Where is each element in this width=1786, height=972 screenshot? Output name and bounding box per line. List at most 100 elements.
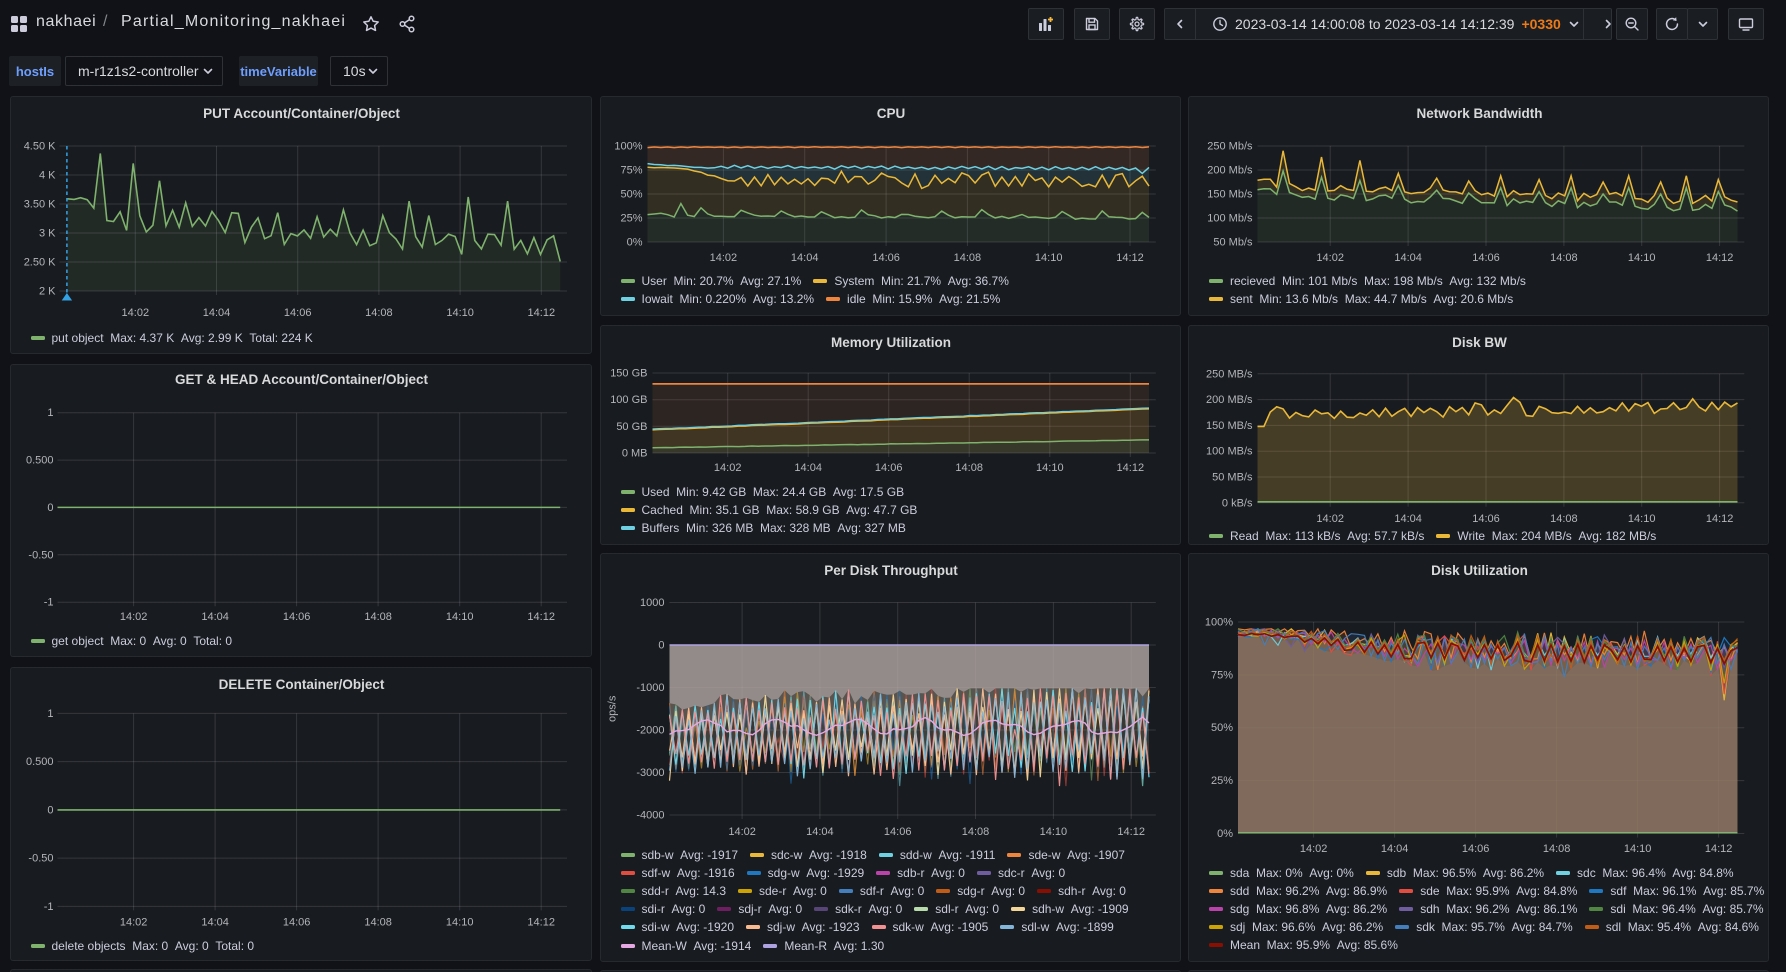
svg-text:ops/s: ops/s [606,695,618,722]
svg-text:75%: 75% [1211,669,1233,681]
svg-text:0.500: 0.500 [25,455,53,467]
svg-text:14:10: 14:10 [1624,843,1652,855]
svg-text:14:08: 14:08 [953,252,981,264]
svg-text:14:08: 14:08 [1550,513,1578,525]
svg-text:50%: 50% [620,189,642,201]
svg-text:14:02: 14:02 [119,611,147,623]
svg-text:1: 1 [47,407,53,419]
svg-text:14:06: 14:06 [282,916,310,928]
svg-text:50%: 50% [1211,722,1233,734]
svg-text:14:08: 14:08 [1543,843,1571,855]
svg-text:50 Mb/s: 50 Mb/s [1213,237,1253,249]
svg-text:3.50 K: 3.50 K [23,199,55,211]
svg-text:0: 0 [47,804,53,816]
svg-text:1: 1 [47,707,53,719]
svg-text:-4000: -4000 [636,810,664,822]
svg-text:200 MB/s: 200 MB/s [1206,394,1253,406]
svg-text:14:04: 14:04 [201,611,229,623]
svg-text:0.500: 0.500 [25,756,53,768]
svg-text:100 Mb/s: 100 Mb/s [1207,213,1253,225]
svg-text:14:06: 14:06 [1472,252,1500,264]
svg-text:-0.50: -0.50 [28,852,53,864]
svg-text:14:02: 14:02 [709,252,737,264]
svg-text:14:04: 14:04 [1394,513,1422,525]
svg-text:-1: -1 [43,597,53,609]
svg-text:14:06: 14:06 [883,826,911,838]
svg-text:14:06: 14:06 [283,307,311,319]
svg-text:14:12: 14:12 [1705,843,1733,855]
svg-text:14:10: 14:10 [445,611,473,623]
svg-text:1000: 1000 [640,597,664,609]
svg-text:14:06: 14:06 [282,611,310,623]
svg-text:14:06: 14:06 [872,252,900,264]
svg-text:14:10: 14:10 [1628,513,1656,525]
svg-text:25%: 25% [620,213,642,225]
svg-text:14:04: 14:04 [1394,252,1422,264]
svg-text:14:10: 14:10 [1039,826,1067,838]
svg-text:14:08: 14:08 [364,916,392,928]
svg-text:-1000: -1000 [636,682,664,694]
svg-text:14:10: 14:10 [446,307,474,319]
svg-text:14:02: 14:02 [728,826,756,838]
svg-text:14:04: 14:04 [1381,843,1409,855]
svg-text:0 MB: 0 MB [621,448,647,460]
svg-text:14:12: 14:12 [1116,252,1144,264]
svg-text:14:12: 14:12 [1706,513,1734,525]
svg-text:14:06: 14:06 [1462,843,1490,855]
svg-text:0%: 0% [626,237,642,249]
svg-text:50 GB: 50 GB [616,421,647,433]
svg-text:-1: -1 [43,900,53,912]
svg-text:250 MB/s: 250 MB/s [1206,368,1253,380]
svg-text:14:12: 14:12 [527,307,555,319]
svg-text:14:10: 14:10 [1034,252,1062,264]
svg-text:50 MB/s: 50 MB/s [1212,472,1253,484]
svg-text:150 Mb/s: 150 Mb/s [1207,189,1253,201]
svg-text:150 MB/s: 150 MB/s [1206,420,1253,432]
svg-text:14:02: 14:02 [713,462,741,474]
svg-text:14:10: 14:10 [1628,252,1656,264]
svg-text:14:04: 14:04 [201,916,229,928]
svg-text:100%: 100% [1205,617,1233,629]
svg-text:14:04: 14:04 [794,462,822,474]
svg-text:14:02: 14:02 [1316,252,1344,264]
svg-text:14:02: 14:02 [1316,513,1344,525]
svg-text:-2000: -2000 [636,725,664,737]
svg-text:14:02: 14:02 [119,916,147,928]
svg-text:3 K: 3 K [38,228,55,240]
svg-text:75%: 75% [620,165,642,177]
svg-text:100 GB: 100 GB [610,394,647,406]
svg-text:14:12: 14:12 [527,611,555,623]
svg-text:2 K: 2 K [38,286,55,298]
svg-text:0: 0 [47,502,53,514]
svg-text:14:10: 14:10 [445,916,473,928]
svg-text:14:08: 14:08 [365,307,393,319]
svg-text:200 Mb/s: 200 Mb/s [1207,165,1253,177]
svg-text:14:08: 14:08 [961,826,989,838]
svg-text:14:12: 14:12 [527,916,555,928]
svg-text:14:08: 14:08 [364,611,392,623]
svg-text:0: 0 [658,640,664,652]
svg-text:14:12: 14:12 [1117,826,1145,838]
svg-text:100%: 100% [614,141,642,153]
svg-text:150 GB: 150 GB [610,368,647,380]
svg-text:25%: 25% [1211,775,1233,787]
svg-text:14:12: 14:12 [1116,462,1144,474]
svg-text:14:04: 14:04 [790,252,818,264]
svg-text:100 MB/s: 100 MB/s [1206,446,1253,458]
svg-text:2.50 K: 2.50 K [23,257,55,269]
svg-text:14:02: 14:02 [1300,843,1328,855]
svg-text:4.50 K: 4.50 K [23,141,55,153]
svg-text:14:06: 14:06 [1472,513,1500,525]
svg-text:14:02: 14:02 [121,307,149,319]
svg-text:14:04: 14:04 [202,307,230,319]
svg-text:-3000: -3000 [636,767,664,779]
svg-text:14:12: 14:12 [1706,252,1734,264]
svg-text:0%: 0% [1217,828,1233,840]
svg-text:14:08: 14:08 [1550,252,1578,264]
svg-text:14:06: 14:06 [874,462,902,474]
svg-text:14:08: 14:08 [955,462,983,474]
svg-text:4 K: 4 K [38,170,55,182]
svg-text:14:10: 14:10 [1036,462,1064,474]
svg-text:250 Mb/s: 250 Mb/s [1207,141,1253,153]
svg-text:14:04: 14:04 [806,826,834,838]
